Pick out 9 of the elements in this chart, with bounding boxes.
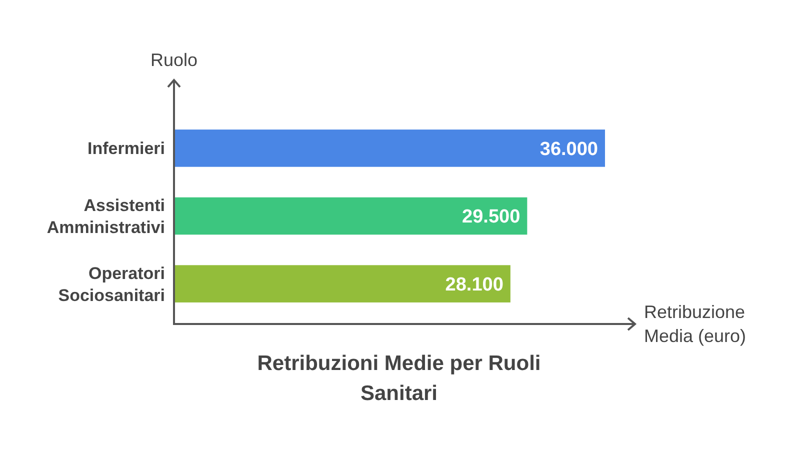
- x-axis-title: Retribuzione Media (euro): [644, 302, 746, 346]
- text: Retribuzioni Medie per Ruoli Sanitari: [257, 352, 541, 405]
- data-label: 29.500: [462, 206, 520, 228]
- data-label: 36.000: [540, 138, 598, 160]
- y-tick-label: Assistenti Amministrativi: [46, 196, 165, 237]
- y-tick-label: Operatori Sociosanitari: [58, 264, 165, 305]
- data-label: 28.100: [445, 274, 504, 296]
- y-tick-label: Infermieri: [88, 139, 165, 158]
- y-axis-title: Ruolo: [150, 50, 198, 70]
